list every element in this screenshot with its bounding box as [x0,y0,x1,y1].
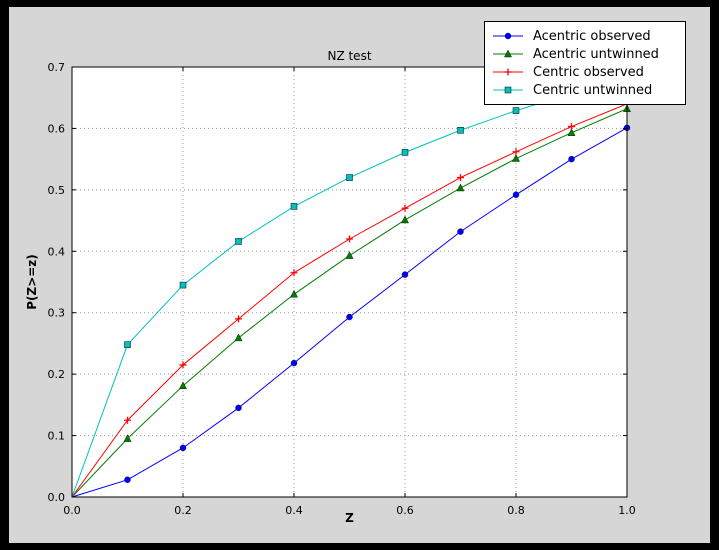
y-tick-label: 0.0 [48,491,66,504]
legend-label: Acentric observed [533,28,651,44]
marker-square [179,281,187,289]
axes-frame [71,66,628,498]
y-tick-label: 0.7 [48,61,66,74]
legend-label: Acentric untwinned [533,46,659,62]
marker-square [512,107,520,114]
marker-plus [512,148,520,156]
plot-area: 0.0 0.2 0.4 0.6 0.8 1.0 0.0 0.1 0.2 0.3 0.4 0.5 0.6 0… [48,61,636,517]
legend-entry-centric-untwinned: Centric untwinned [491,81,677,99]
marker-triangle [290,289,298,298]
marker-square [401,149,409,156]
marker-square [235,238,242,245]
y-tick-label: 0.4 [48,245,66,258]
marker-plus [346,235,353,243]
legend-sample-square [493,86,523,94]
marker-plus [235,315,242,323]
marker-circle [179,444,187,452]
legend-label: Centric untwinned [533,82,653,98]
x-tick-label: 1.0 [618,504,636,517]
x-axis-label: Z [345,511,354,525]
marker-circle [504,32,512,40]
marker-triangle [504,49,512,58]
figure-canvas: 0.0 0.2 0.4 0.6 0.8 1.0 0.0 0.1 0.2 0.3 0.4 0.5 0.6 0… [9,7,710,543]
x-tick-label: 0.2 [174,504,192,517]
marker-square [346,174,353,181]
legend-entry-centric-observed: Centric observed [491,63,677,81]
marker-plus [401,204,409,212]
legend-entry-acentric-observed: Acentric observed [491,27,677,45]
marker-circle [457,228,464,235]
marker-square [290,203,298,210]
legend: Acentric observed Acentric untwinned Centr… [484,21,686,105]
marker-triangle [179,381,187,390]
axes-background [72,67,627,497]
marker-circle [235,404,242,412]
marker-circle [568,155,575,163]
marker-triangle [123,434,132,442]
chart-title: NZ test [327,49,372,63]
marker-triangle [567,128,576,136]
marker-plus [290,269,298,277]
marker-triangle [234,333,243,342]
marker-circle [346,313,353,321]
marker-triangle [512,154,520,162]
marker-circle [512,191,520,198]
legend-entry-acentric-untwinned: Acentric untwinned [491,45,677,63]
y-tick-label: 0.3 [48,307,66,320]
x-tick-label: 0.6 [396,504,414,517]
marker-plus [504,68,512,76]
x-tick-label: 0.4 [285,504,303,517]
marker-circle [401,271,409,278]
y-tick-label: 0.2 [48,368,66,381]
marker-square [124,341,131,348]
legend-sample-circle [493,32,523,40]
y-axis-label: P(Z>=z) [25,254,39,310]
marker-circle [124,476,131,483]
y-tick-label: 0.1 [48,430,66,443]
marker-plus [179,361,187,369]
marker-plus [457,174,464,182]
marker-plus [124,416,131,424]
marker-square [457,127,464,134]
marker-square [504,86,512,94]
y-tick-label: 0.6 [48,122,66,135]
x-tick-label: 0.0 [63,504,81,517]
y-tick-label: 0.5 [48,184,66,197]
marker-triangle [345,251,354,259]
legend-sample-plus [493,68,523,76]
marker-circle [290,359,298,367]
legend-label: Centric observed [533,64,644,80]
x-tick-label: 0.8 [507,504,525,517]
marker-plus [568,123,575,131]
marker-triangle [456,183,465,192]
legend-sample-triangle [493,49,523,58]
marker-triangle [401,215,409,224]
